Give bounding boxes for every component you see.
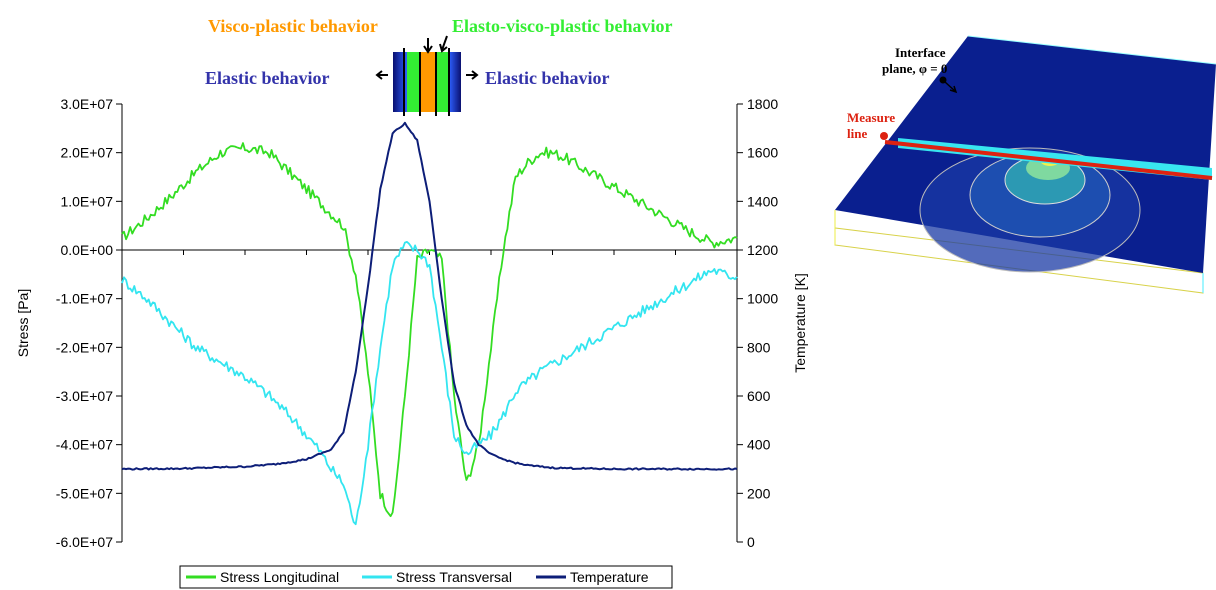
y-tick-label-left: -6.0E+07 xyxy=(56,534,113,550)
legend-label-temperature: Temperature xyxy=(570,569,649,585)
arrow-right-icon xyxy=(466,70,479,80)
y-tick-label-right: 1400 xyxy=(747,193,778,209)
y-tick-label-right: 600 xyxy=(747,388,771,404)
y-tick-label-right: 1200 xyxy=(747,242,778,258)
arrow-down-icon xyxy=(439,35,448,53)
y-tick-label-right: 400 xyxy=(747,437,771,453)
measure-label-line1: Measure xyxy=(847,110,895,125)
y-tick-label-right: 1600 xyxy=(747,145,778,161)
plate-diagram: Measure line Interface plane, φ = 0 xyxy=(834,35,1216,294)
interface-label-line2: plane, φ = 0 xyxy=(882,61,947,76)
y-tick-label-left: -1.0E+07 xyxy=(56,291,113,307)
plate-edge xyxy=(967,35,1216,65)
evp-zone-right xyxy=(436,52,449,112)
y-ticks-left: 3.0E+07 2.0E+07 1.0E+07 0.0E+00 -1.0E+07 -2.0… xyxy=(56,96,122,550)
contour-line xyxy=(919,147,1141,273)
y-tick-label-left: -5.0E+07 xyxy=(56,485,113,501)
y-tick-label-right: 200 xyxy=(747,485,771,501)
legend-box xyxy=(179,565,673,589)
y-tick-label-left: 2.0E+07 xyxy=(60,145,113,161)
chart: 3.0E+07 2.0E+07 1.0E+07 0.0E+00 -1.0E+07 -2.0… xyxy=(15,96,808,589)
elastic-right-label: Elastic behavior xyxy=(485,68,610,88)
vp-zone xyxy=(420,52,436,112)
y-tick-label-left: 1.0E+07 xyxy=(60,193,113,209)
arrow-left-icon xyxy=(375,70,388,80)
y-tick-label-right: 1000 xyxy=(747,291,778,307)
measure-point-icon xyxy=(880,132,888,140)
y-tick-label-left: -3.0E+07 xyxy=(56,388,113,404)
y-ticks-right: 1800 1600 1400 1200 1000 800 600 400 200 0 xyxy=(737,96,778,550)
y-axis-label: Stress [Pa] xyxy=(15,289,31,357)
y-tick-label-left: 3.0E+07 xyxy=(60,96,113,112)
y2-axis-label: Temperature [K] xyxy=(792,273,808,373)
measure-line xyxy=(884,140,1213,180)
elastic-zone-right xyxy=(449,52,461,112)
evp-zone-left xyxy=(407,52,420,112)
legend: Stress Longitudinal Stress Transversal T… xyxy=(179,565,673,589)
y-tick-label-left: -4.0E+07 xyxy=(56,437,113,453)
series-group xyxy=(121,121,738,526)
measure-label-line2: line xyxy=(847,126,867,141)
visco-plastic-label: Visco-plastic behavior xyxy=(208,16,378,36)
interface-point-icon xyxy=(939,76,947,84)
elasto-visco-plastic-label: Elasto-visco-plastic behavior xyxy=(452,16,673,36)
behavior-zone-strip xyxy=(375,35,479,116)
series-stress-longitudinal xyxy=(121,142,738,518)
series-temperature xyxy=(121,121,738,471)
y-tick-label-right: 0 xyxy=(747,534,755,550)
series-stress-transversal xyxy=(121,240,738,526)
y-tick-label-right: 800 xyxy=(747,339,771,355)
elastic-left-label: Elastic behavior xyxy=(205,68,330,88)
legend-label-stress-transversal: Stress Transversal xyxy=(396,569,512,585)
y-tick-label-left: -2.0E+07 xyxy=(56,339,113,355)
legend-label-stress-longitudinal: Stress Longitudinal xyxy=(220,569,339,585)
y-tick-label-left: 0.0E+00 xyxy=(60,242,113,258)
behavior-header: Visco-plastic behavior Elasto-visco-plas… xyxy=(205,16,673,116)
y-tick-label-right: 1800 xyxy=(747,96,778,112)
arrow-down-icon xyxy=(423,38,433,54)
interface-label-line1: Interface xyxy=(895,45,946,60)
arrow-icon xyxy=(944,81,958,94)
